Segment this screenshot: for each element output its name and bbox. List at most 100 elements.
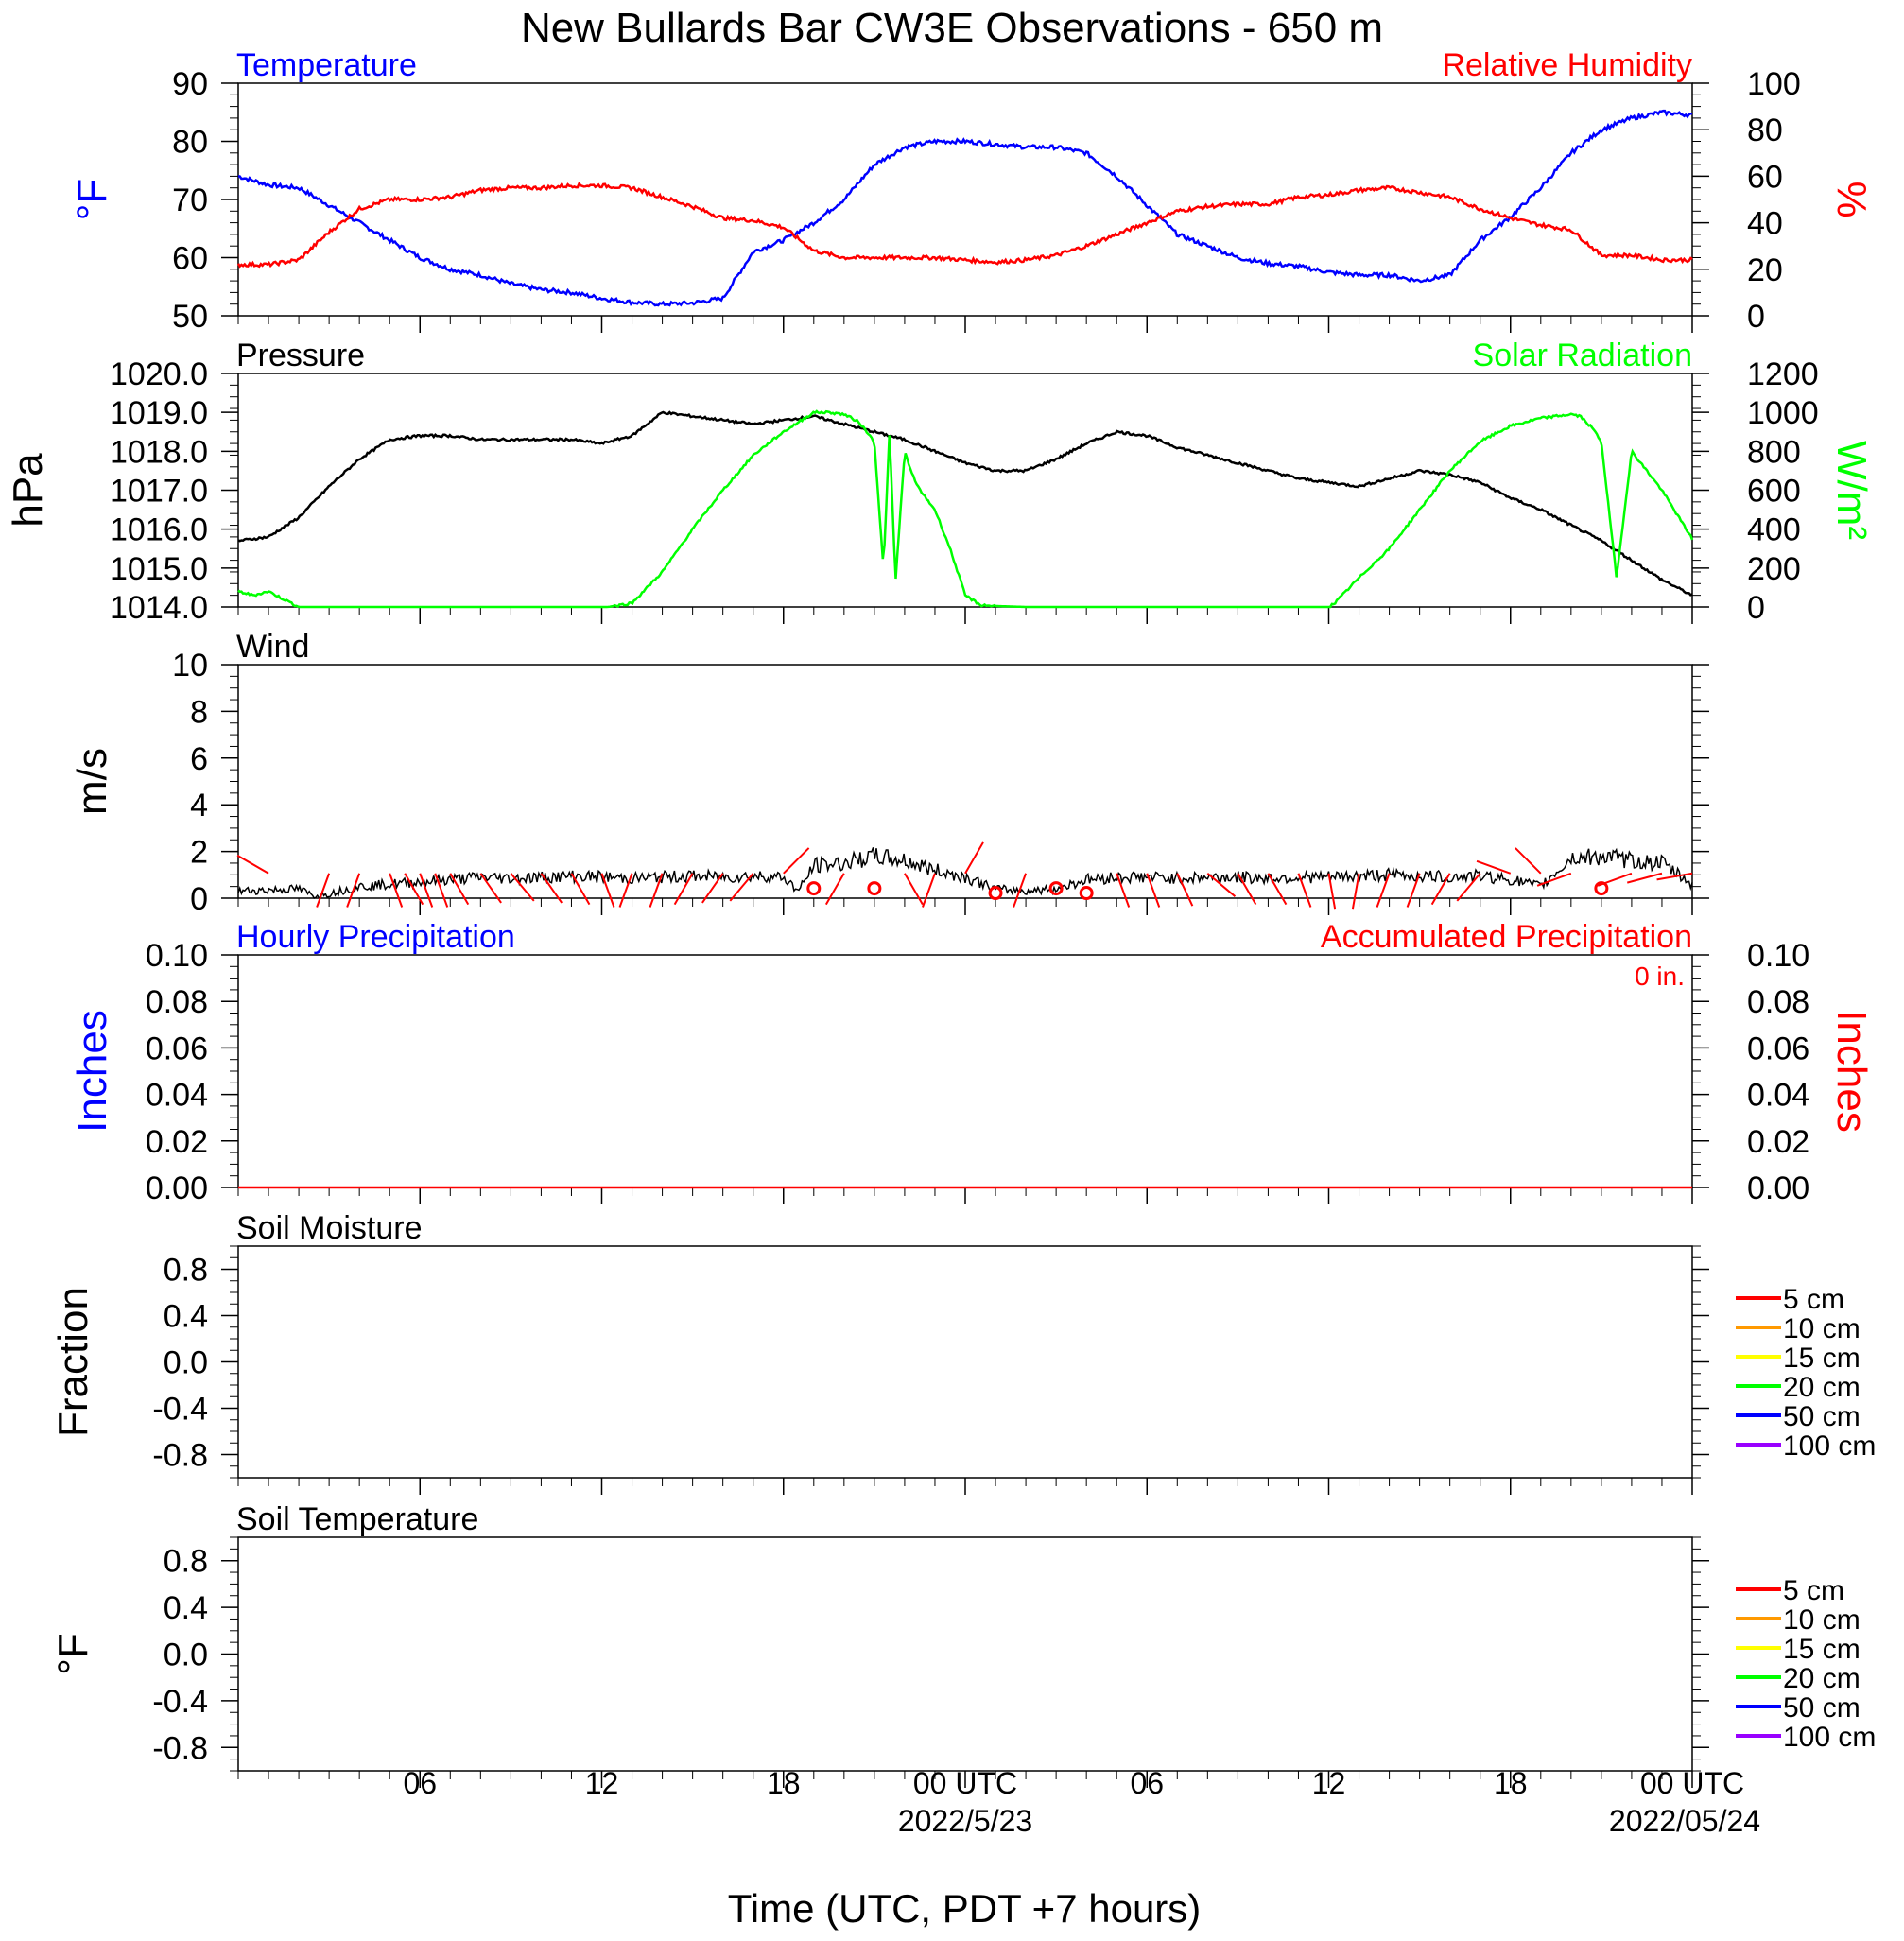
wind-barb <box>1206 873 1237 897</box>
legend-label: 50 cm <box>1783 1692 1861 1724</box>
right-tick-label: 0 <box>1747 590 1765 626</box>
x-axis-label: Time (UTC, PDT +7 hours) <box>728 1886 1202 1931</box>
wind-barb <box>510 873 535 902</box>
series-line-solar <box>237 409 1694 609</box>
right-tick-label: 1200 <box>1747 356 1819 392</box>
left-tick-label: 2 <box>190 835 208 871</box>
series-line-wind <box>237 847 1693 899</box>
left-tick-label: 0.8 <box>164 1253 208 1289</box>
left-tick-label: -0.8 <box>152 1438 208 1474</box>
panel-right-title: Solar Radiation <box>1473 338 1692 373</box>
legend-label: 20 cm <box>1783 1663 1861 1694</box>
left-tick-label: 0.0 <box>164 1638 208 1673</box>
left-tick-label: 10 <box>172 648 208 684</box>
legend-label: 10 cm <box>1783 1313 1861 1344</box>
wind-barb <box>1656 872 1693 881</box>
wind-barb <box>1327 873 1337 910</box>
wind-barb <box>783 847 810 875</box>
plot-frame <box>237 1245 1693 1479</box>
right-tick-label: 80 <box>1747 113 1783 148</box>
left-tick-label: 0.06 <box>146 1031 208 1066</box>
wind-barb <box>922 873 936 908</box>
right-tick-label: 0.02 <box>1747 1124 1809 1160</box>
left-tick-label: 60 <box>172 241 208 277</box>
left-tick-label: 1018.0 <box>110 434 208 470</box>
right-tick-label: 0.10 <box>1747 938 1809 974</box>
left-tick-label: 6 <box>190 741 208 777</box>
legend-label: 20 cm <box>1783 1372 1861 1403</box>
panel-soil_moisture: -0.8 -0.4 0.0 0.4 0.8 Soil Moisture Fraction 5 … <box>50 1210 1876 1495</box>
panel-right-title: Relative Humidity <box>1442 47 1692 83</box>
wind-barb <box>1406 873 1421 908</box>
wind-barb <box>1536 872 1572 887</box>
plot-frame <box>237 664 1693 899</box>
wind-barb <box>701 873 724 904</box>
series-line-rh <box>236 182 1693 269</box>
wind-barb <box>964 841 984 875</box>
wind-barb <box>904 873 924 906</box>
x-tick-label: 06 <box>403 1766 437 1800</box>
panel-left-title: Soil Moisture <box>236 1210 423 1246</box>
legend-label: 15 cm <box>1783 1634 1861 1665</box>
x-date-label: 2022/05/24 <box>1609 1804 1760 1838</box>
calm-circle <box>1079 886 1094 901</box>
right-tick-label: 0.04 <box>1747 1078 1809 1114</box>
calm-circle <box>806 881 822 896</box>
wind-barb <box>1176 873 1194 907</box>
legend-label: 100 cm <box>1783 1430 1876 1462</box>
x-date-label: 2022/5/23 <box>898 1804 1032 1838</box>
right-tick-label: 600 <box>1747 474 1801 510</box>
legend-label: 15 cm <box>1783 1343 1861 1374</box>
plot-frame <box>237 954 1693 1188</box>
left-tick-label: 0.0 <box>164 1345 208 1381</box>
wind-barb <box>1476 859 1512 875</box>
wind-barb <box>824 873 845 906</box>
wind-barb <box>1146 873 1161 908</box>
right-tick-label: 1000 <box>1747 395 1819 431</box>
plot-frame <box>237 1536 1693 1772</box>
left-tick-label: 0.00 <box>146 1170 208 1206</box>
series-line-pressure <box>237 410 1693 597</box>
wind-barb <box>1456 873 1481 902</box>
left-tick-label: 0.04 <box>146 1078 208 1114</box>
legend-label: 10 cm <box>1783 1604 1861 1636</box>
left-tick-label: 0.8 <box>164 1544 208 1580</box>
wind-barb <box>1116 873 1131 908</box>
wind-barb <box>316 873 331 908</box>
left-tick-label: 1020.0 <box>110 356 208 392</box>
left-tick-label: -0.4 <box>152 1684 208 1720</box>
left-tick-label: 1014.0 <box>110 590 208 626</box>
left-axis-title: m/s <box>69 748 115 815</box>
legend-label: 50 cm <box>1783 1401 1861 1432</box>
x-tick-label: 12 <box>585 1766 619 1800</box>
x-tick-label: 06 <box>1130 1766 1164 1800</box>
calm-circle <box>1594 881 1609 896</box>
calm-circle <box>867 881 882 896</box>
wind-barb <box>729 873 754 902</box>
left-tick-label: 1019.0 <box>110 395 208 431</box>
left-tick-label: 8 <box>190 694 208 730</box>
left-axis-title: °F <box>50 1633 96 1674</box>
right-tick-label: 0 <box>1747 299 1765 335</box>
right-tick-label: 400 <box>1747 512 1801 548</box>
accum-annotation: 0 in. <box>1635 962 1685 991</box>
calm-circle <box>988 886 1003 901</box>
plot-frame <box>237 82 1693 317</box>
left-tick-label: 0.10 <box>146 938 208 974</box>
figure-title: New Bullards Bar CW3E Observations - 650… <box>521 5 1383 51</box>
left-axis-title: hPa <box>5 453 51 528</box>
left-tick-label: 0.08 <box>146 984 208 1020</box>
left-axis-title: Inches <box>69 1010 115 1133</box>
panel-left-title: Temperature <box>236 47 417 83</box>
wind-barb <box>1626 872 1663 884</box>
left-tick-label: -0.4 <box>152 1392 208 1428</box>
legend-label: 5 cm <box>1783 1284 1844 1315</box>
panel-precip: 0.00 0.02 0.04 0.06 0.08 0.10 0.00 0.02 0.04 0.06… <box>69 919 1875 1206</box>
panel-right-title: Accumulated Precipitation <box>1321 919 1692 955</box>
right-tick-label: 800 <box>1747 434 1801 470</box>
wind-barb <box>570 873 591 906</box>
series-line-temperature <box>237 109 1693 307</box>
right-axis-title: Inches <box>1828 1010 1875 1133</box>
